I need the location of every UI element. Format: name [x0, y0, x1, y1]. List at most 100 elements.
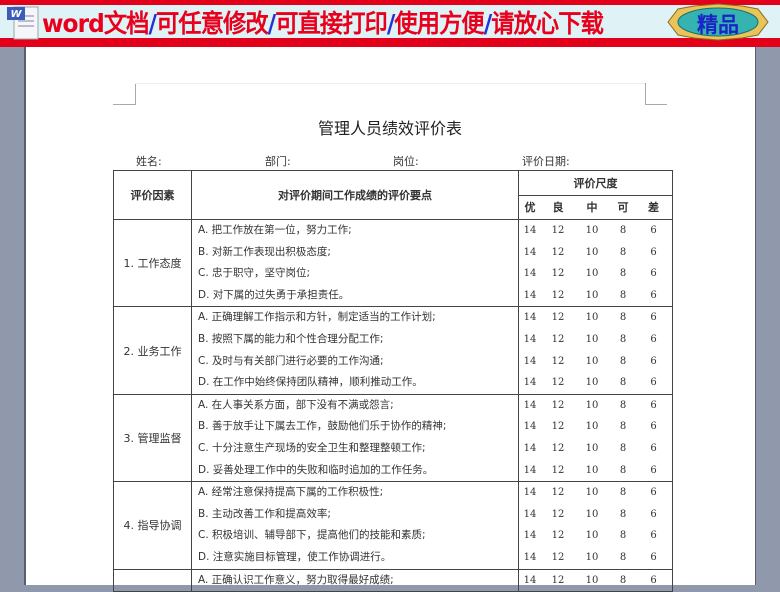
score-row: 14 12 10 8 6 — [519, 570, 672, 592]
score-value: 8 — [619, 268, 627, 280]
score-row: 14 12 10 8 6 — [519, 263, 672, 285]
score-value: 14 — [523, 442, 537, 454]
score-row: 14 12 10 8 6 — [519, 372, 672, 394]
badge-label: 精品 — [697, 13, 739, 37]
margin-mark-right — [645, 104, 667, 105]
score-value: 10 — [585, 508, 599, 520]
score-value: 10 — [585, 312, 599, 324]
score-value: 6 — [650, 574, 657, 586]
header-scale: 评价尺度 — [518, 170, 673, 196]
score-value: 14 — [523, 289, 537, 301]
score-value: 8 — [619, 399, 627, 411]
score-row: 14 12 10 8 6 — [519, 460, 672, 482]
table-row: 4. 指导协调 A. 经常注意保持提高下属的工作积极性; B. 主动改善工作和提高效… — [113, 481, 673, 570]
score-value: 6 — [650, 399, 657, 411]
field-department: 部门: — [265, 155, 291, 168]
margin-mark-left — [135, 83, 136, 105]
score-value: 14 — [523, 551, 537, 563]
score-value: 12 — [551, 442, 565, 454]
score-value: 10 — [585, 574, 599, 586]
banner-text-part: 请放心下载 — [491, 9, 604, 38]
score-value: 12 — [551, 225, 565, 236]
score-value: 14 — [523, 487, 537, 499]
score-value: 14 — [523, 421, 537, 433]
header-factor: 评价因素 — [113, 170, 192, 220]
evaluation-point: C. 十分注意生产现场的安全卫生和整理整顿工作; — [198, 441, 426, 454]
table-row: 3. 管理监督 A. 在人事关系方面，部下没有不满或怨言; B. 善于放手让下属去工… — [113, 393, 673, 483]
score-row: 14 12 10 8 6 — [519, 329, 672, 351]
score-row: 14 12 10 8 6 — [519, 220, 672, 242]
score-value: 12 — [551, 377, 565, 389]
score-value: 14 — [523, 464, 537, 476]
margin-mark-left — [113, 104, 135, 105]
score-row: 14 12 10 8 6 — [519, 351, 672, 373]
level-label: 优 — [524, 201, 536, 214]
evaluation-point: A. 经常注意保持提高下属的工作积极性; — [198, 486, 384, 499]
score-value: 8 — [619, 355, 627, 367]
page-shadow — [24, 47, 26, 585]
document-title: 管理人员绩效评价表 — [317, 119, 462, 138]
svg-text:W: W — [10, 9, 22, 20]
score-value: 8 — [619, 508, 627, 520]
evaluation-point: C. 忠于职守，坚守岗位; — [198, 267, 311, 280]
score-value: 12 — [551, 464, 565, 476]
score-row: 14 12 10 8 6 — [519, 307, 672, 329]
evaluation-point: A. 在人事关系方面，部下没有不满或怨言; — [198, 398, 394, 411]
score-value: 6 — [650, 289, 657, 301]
score-value: 10 — [585, 246, 599, 258]
banner-text-part: word文档 — [42, 9, 149, 38]
score-value: 10 — [585, 487, 599, 499]
factor-cell: 4. 指导协调 — [113, 481, 192, 570]
score-value: 8 — [619, 551, 627, 563]
score-row: 14 12 10 8 6 — [519, 525, 672, 547]
evaluation-point: A. 把工作放在第一位，努力工作; — [198, 224, 352, 236]
score-value: 14 — [523, 508, 537, 520]
score-row: 14 12 10 8 6 — [519, 547, 672, 569]
score-value: 12 — [551, 399, 565, 411]
scores-cell: 14 12 10 8 6 14 12 10 8 6 14 12 10 8 6 14 12 10 8 6 — [518, 393, 673, 483]
table-row: A. 正确认识工作意义，努力取得最好成绩; 14 12 10 8 6 — [113, 568, 673, 592]
field-position: 岗位: — [393, 155, 419, 168]
promo-banner: W word文档/可任意修改/可直接打印/使用方便/请放心下载 精品 — [0, 0, 780, 47]
score-value: 8 — [619, 464, 627, 476]
score-value: 10 — [585, 421, 599, 433]
level-label: 良 — [552, 201, 564, 214]
page-edge — [755, 47, 756, 585]
premium-badge: 精品 — [664, 3, 772, 41]
factor-cell: 1. 工作态度 — [113, 218, 192, 308]
score-value: 6 — [650, 508, 657, 520]
score-value: 14 — [523, 399, 537, 411]
score-value: 6 — [650, 377, 657, 389]
evaluation-point: D. 在工作中始终保持团队精神，顺利推动工作。 — [198, 376, 423, 389]
evaluation-point: D. 妥善处理工作中的失败和临时追加的工作任务。 — [198, 463, 434, 476]
score-value: 12 — [551, 333, 565, 345]
score-value: 6 — [650, 333, 657, 345]
score-row: 14 12 10 8 6 — [519, 438, 672, 460]
score-value: 10 — [585, 225, 599, 236]
score-value: 10 — [585, 377, 599, 389]
field-name: 姓名: — [136, 155, 162, 168]
table-header-row: 优 良 中 可 差 — [114, 195, 673, 220]
score-value: 6 — [650, 464, 657, 476]
score-value: 14 — [523, 530, 537, 542]
evaluation-point: A. 正确理解工作指示和方针，制定适当的工作计划; — [198, 311, 436, 324]
score-row: 14 12 10 8 6 — [519, 395, 672, 417]
score-value: 14 — [523, 246, 537, 258]
table-header-row: 评价因素 对评价期间工作成绩的评价要点 评价尺度 — [113, 170, 673, 220]
evaluation-point: A. 正确认识工作意义，努力取得最好成绩; — [198, 573, 394, 586]
score-value: 12 — [551, 574, 565, 586]
score-value: 6 — [650, 355, 657, 367]
evaluation-point: C. 积极培训、辅导部下，提高他们的技能和素质; — [198, 529, 426, 542]
factor-cell: 2. 业务工作 — [113, 306, 192, 395]
banner-text-part: 使用方便 — [394, 9, 484, 38]
banner-text-part: 可任意修改 — [156, 9, 269, 38]
score-value: 10 — [585, 355, 599, 367]
score-value: 8 — [619, 246, 627, 258]
score-value: 12 — [551, 421, 565, 433]
score-row: 14 12 10 8 6 — [519, 482, 672, 504]
score-value: 6 — [650, 312, 657, 324]
score-value: 8 — [619, 487, 627, 499]
points-cell: A. 正确认识工作意义，努力取得最好成绩; — [191, 568, 519, 592]
score-value: 12 — [551, 508, 565, 520]
score-row: 14 12 10 8 6 — [519, 416, 672, 438]
